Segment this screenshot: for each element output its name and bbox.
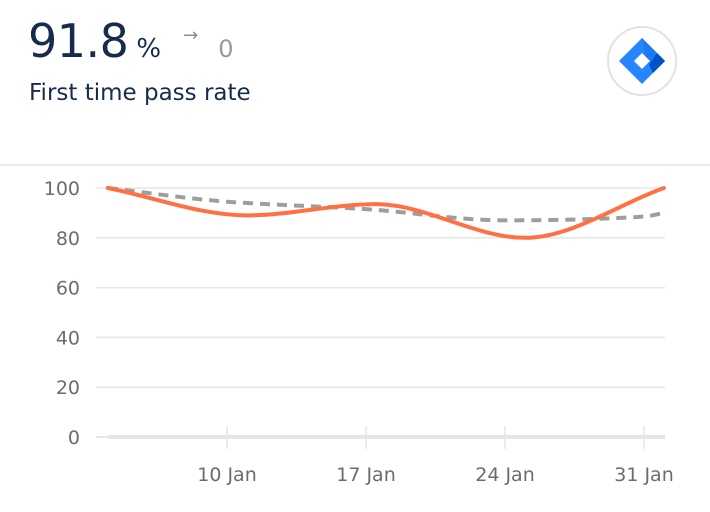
header-divider	[0, 164, 710, 166]
y-tick-label: 40	[56, 327, 80, 349]
y-tick-label: 60	[56, 278, 80, 300]
trend-line	[107, 186, 665, 223]
metric-label: First time pass rate	[29, 80, 251, 106]
chart-gridlines	[96, 187, 665, 439]
y-tick-label: 0	[68, 427, 80, 449]
delta-indicator: → 0	[183, 25, 234, 63]
y-tick-label: 20	[56, 377, 80, 399]
x-tick-label: 10 Jan	[197, 464, 257, 486]
chart-series	[105, 186, 666, 240]
metric-value: 91.8	[28, 14, 129, 68]
x-tick-label: 31 Jan	[614, 464, 674, 486]
delta-value: 0	[218, 35, 234, 63]
y-tick-label: 100	[44, 178, 80, 200]
y-tick-label: 80	[56, 228, 80, 250]
metric-summary: 91.8 % → 0	[28, 14, 234, 68]
metric-unit: %	[136, 34, 162, 64]
arrow-right-icon: →	[183, 25, 199, 46]
y-axis-labels: 0 20 40 60 80 100	[44, 178, 80, 449]
pass-rate-line	[105, 186, 666, 240]
line-chart: 0 20 40 60 80 100 10 Jan 17 Jan 24 Jan 31 Jan	[0, 166, 710, 508]
x-axis: 10 Jan 17 Jan 24 Jan 31 Jan	[197, 426, 674, 486]
metric-header: 91.8 % → 0 First time pass rate	[0, 0, 710, 166]
jira-diamond-icon	[619, 38, 665, 84]
jira-logo-icon	[607, 26, 677, 96]
chart-canvas: 0 20 40 60 80 100 10 Jan 17 Jan 24 Jan 31 Jan	[44, 178, 674, 486]
x-tick-label: 24 Jan	[475, 464, 535, 486]
x-tick-label: 17 Jan	[336, 464, 396, 486]
